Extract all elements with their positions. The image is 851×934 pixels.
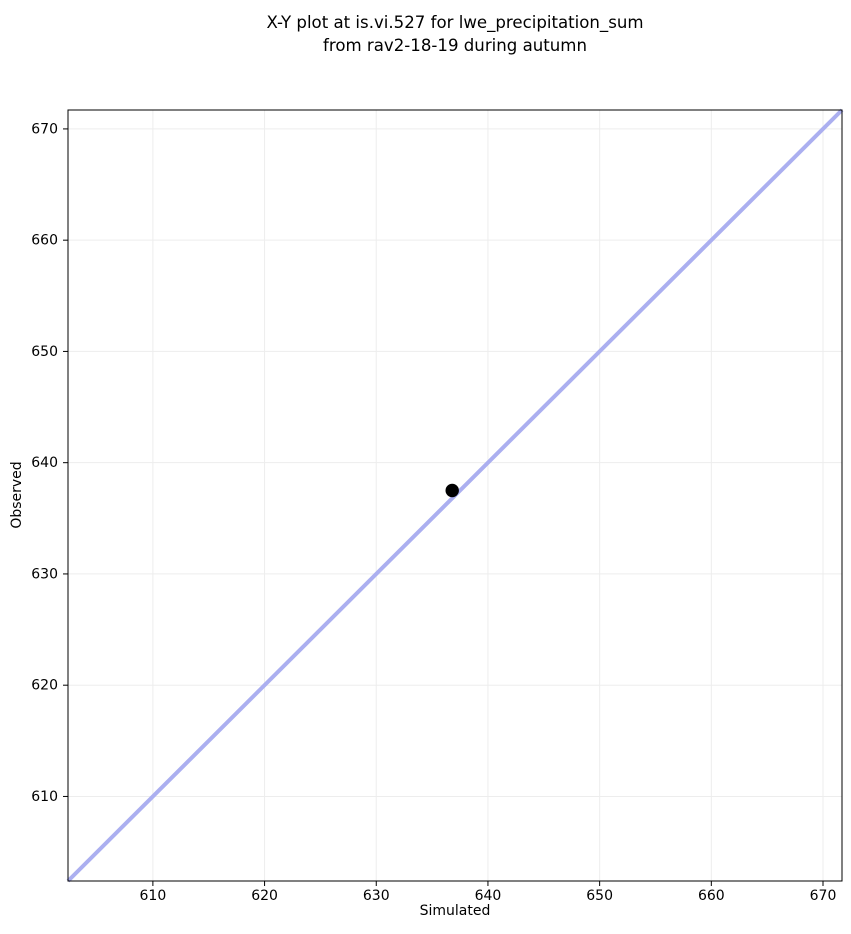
y-tick-label: 660 <box>31 233 58 249</box>
x-tick-label: 650 <box>586 888 613 904</box>
x-tick-label: 630 <box>363 888 390 904</box>
y-tick-label: 670 <box>31 121 58 137</box>
y-tick-label: 620 <box>31 678 58 694</box>
chart-title: X-Y plot at is.vi.527 for lwe_precipitat… <box>68 11 842 57</box>
chart-title-line1: X-Y plot at is.vi.527 for lwe_precipitat… <box>266 13 644 32</box>
x-axis-label: Simulated <box>419 903 491 919</box>
x-tick-label: 640 <box>475 888 502 904</box>
y-tick-label: 630 <box>31 566 58 582</box>
chart-title-line2: from rav2-18-19 during autumn <box>323 36 587 55</box>
x-tick-label: 660 <box>698 888 725 904</box>
y-tick-label: 650 <box>31 344 58 360</box>
axes-spines <box>67 109 843 882</box>
y-axis-label: Observed <box>9 461 25 529</box>
y-tick-label: 640 <box>31 455 58 471</box>
x-tick-label: 620 <box>251 888 278 904</box>
y-tick-label: 610 <box>31 789 58 805</box>
data-point <box>445 483 459 498</box>
x-tick-label: 670 <box>810 888 837 904</box>
x-tick-label: 610 <box>140 888 167 904</box>
